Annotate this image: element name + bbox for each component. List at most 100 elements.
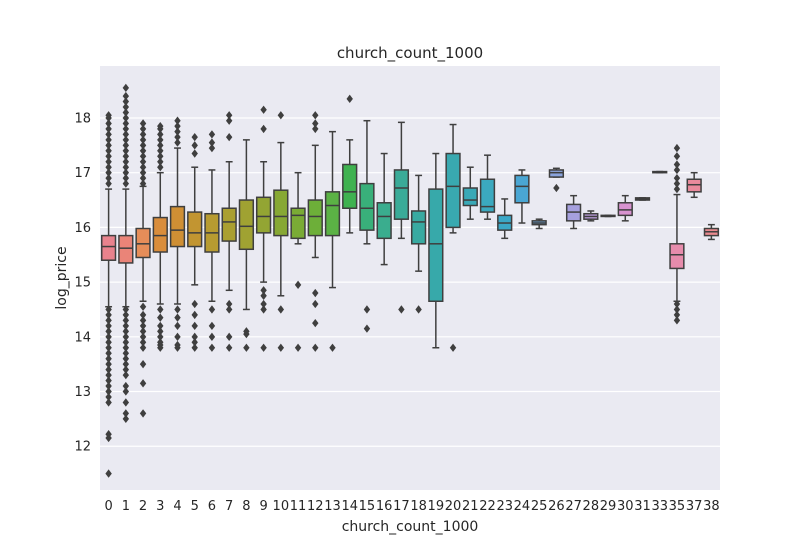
- y-tick-label: 14: [74, 330, 91, 345]
- outlier-point: [122, 370, 130, 380]
- outlier-point: [122, 360, 130, 369]
- outlier-point: [139, 119, 147, 128]
- outlier-point: [225, 343, 233, 352]
- outlier-point: [260, 105, 267, 114]
- box: [307, 199, 323, 237]
- y-tick-label: 12: [74, 440, 91, 455]
- outlier-point: [139, 360, 147, 369]
- outlier-point: [329, 343, 336, 352]
- outlier-point: [260, 343, 267, 352]
- box: [669, 243, 685, 270]
- box-group: [617, 194, 633, 222]
- outlier-point: [139, 124, 147, 134]
- outlier-point: [174, 122, 181, 131]
- outlier-point: [122, 152, 130, 161]
- outlier-point: [157, 163, 164, 172]
- x-tick-label: 22: [479, 499, 496, 514]
- outlier-point: [105, 168, 112, 177]
- box-group: [600, 214, 616, 218]
- outlier-point: [122, 332, 130, 341]
- outlier-point: [122, 349, 130, 358]
- outlier-point: [294, 343, 302, 352]
- box-group: [204, 130, 220, 352]
- box-group: [307, 111, 323, 352]
- outlier-point: [122, 305, 130, 314]
- outlier-point: [363, 305, 371, 314]
- outlier-point: [157, 157, 164, 166]
- x-tick-label: 37: [686, 499, 703, 514]
- outlier-point: [105, 370, 112, 380]
- outlier-point: [312, 288, 319, 298]
- outlier-point: [122, 409, 130, 418]
- box: [617, 202, 633, 217]
- outlier-point: [122, 173, 130, 183]
- outlier-point: [312, 111, 319, 120]
- outlier-point: [225, 299, 233, 309]
- x-tick-label: 27: [565, 499, 582, 514]
- x-tick-label: 8: [242, 499, 250, 514]
- box-group: [376, 152, 392, 266]
- x-tick-label: 11: [290, 499, 307, 514]
- box: [686, 178, 702, 193]
- x-tick-label: 20: [445, 499, 462, 514]
- outlier-point: [105, 157, 112, 166]
- box-group: [565, 194, 582, 230]
- box: [359, 182, 375, 231]
- box-group: [410, 174, 427, 314]
- outlier-point: [139, 141, 147, 150]
- outlier-point: [122, 414, 130, 424]
- outlier-point: [105, 111, 112, 120]
- box-group: [100, 111, 117, 478]
- outlier-point: [208, 332, 216, 341]
- box-group: [324, 130, 341, 352]
- x-tick-label: 3: [156, 499, 164, 514]
- outlier-point: [122, 338, 130, 347]
- outlier-point: [105, 327, 112, 336]
- outlier-point: [105, 130, 112, 139]
- outlier-point: [105, 469, 112, 478]
- x-tick-label: 7: [225, 499, 233, 514]
- outlier-point: [225, 111, 233, 120]
- outlier-point: [157, 146, 164, 155]
- outlier-point: [174, 332, 181, 341]
- outlier-point: [191, 321, 198, 331]
- outlier-point: [157, 321, 164, 331]
- box-group: [135, 119, 151, 418]
- outlier-point: [122, 97, 130, 106]
- x-tick-label: 0: [104, 499, 112, 514]
- gridlines: [100, 117, 720, 447]
- x-tick-label: 6: [208, 499, 216, 514]
- outlier-point: [122, 168, 130, 177]
- box: [273, 189, 289, 237]
- outlier-point: [105, 173, 112, 183]
- outlier-point: [105, 321, 112, 331]
- outlier-point: [122, 179, 130, 188]
- outlier-point: [139, 332, 147, 341]
- outlier-point: [225, 132, 233, 142]
- box: [428, 188, 444, 303]
- outlier-point: [191, 310, 198, 320]
- box-group: [273, 111, 289, 352]
- box-group: [169, 116, 186, 352]
- outlier-point: [105, 349, 112, 358]
- outlier-point: [673, 143, 681, 153]
- outlier-point: [139, 146, 147, 155]
- outlier-point: [122, 343, 130, 352]
- box: [169, 205, 186, 248]
- box-group: [221, 111, 237, 352]
- x-tick-label: 25: [531, 499, 548, 514]
- outlier-point: [449, 343, 457, 352]
- outlier-point: [139, 379, 147, 388]
- outlier-point: [243, 327, 250, 336]
- outlier-point: [174, 116, 181, 125]
- x-tick-label: 9: [259, 499, 267, 514]
- outlier-point: [105, 163, 112, 172]
- outlier-point: [105, 338, 112, 347]
- outlier-point: [277, 111, 285, 120]
- box: [462, 187, 478, 207]
- box: [548, 169, 565, 178]
- outlier-point: [105, 376, 112, 385]
- box: [376, 202, 392, 240]
- outlier-point: [312, 124, 319, 134]
- x-tick-label: 31: [634, 499, 651, 514]
